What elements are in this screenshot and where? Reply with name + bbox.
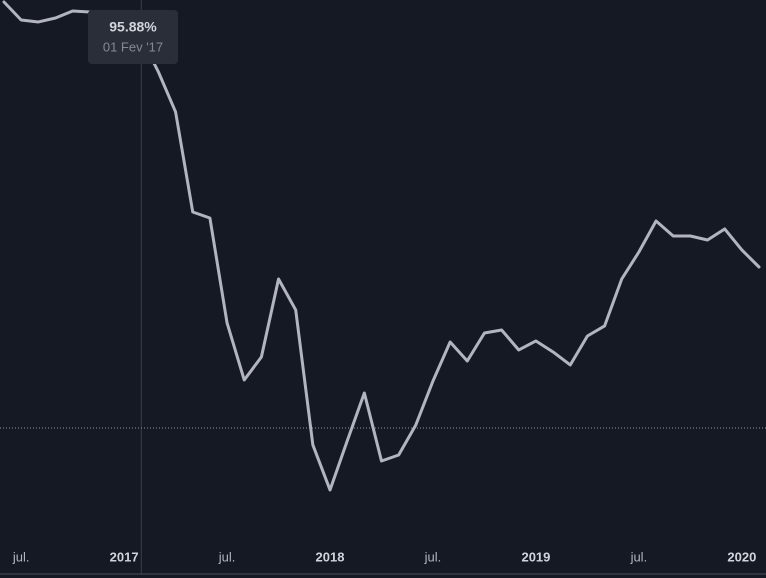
x-tick-label: 2020: [727, 549, 756, 564]
x-tick-label: 2017: [110, 549, 139, 564]
tooltip-value: 95.88%: [109, 19, 157, 35]
tooltip-box: [88, 10, 178, 64]
x-axis: jul. 2017 jul. 2018 jul. 2019 jul. 2020: [12, 549, 756, 564]
x-tick-label: jul.: [218, 549, 236, 564]
x-tick-label: jul.: [424, 549, 442, 564]
x-tick-label: 2019: [521, 549, 550, 564]
x-tick-label: 2018: [316, 549, 345, 564]
x-tick-label: jul.: [12, 549, 30, 564]
tooltip-date: 01 Fev '17: [103, 39, 163, 54]
tooltip: 95.88% 01 Fev '17: [88, 10, 178, 64]
x-tick-label: jul.: [630, 549, 648, 564]
